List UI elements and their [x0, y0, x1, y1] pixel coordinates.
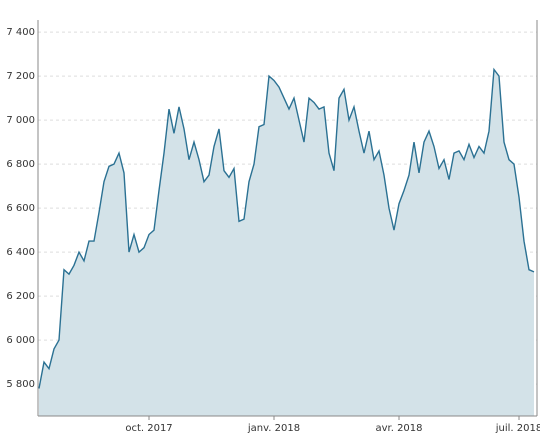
y-tick-label: 5 800: [6, 379, 35, 390]
y-tick-label: 7 200: [6, 71, 35, 82]
line: [38, 67, 535, 389]
area: [39, 69, 534, 416]
y-tick-label: 6 400: [6, 247, 35, 258]
y-tick-label: 6 000: [6, 335, 35, 346]
y-tick-label: 7 000: [6, 115, 35, 126]
y-tick-label: 6 600: [6, 203, 35, 214]
y-tick-label: 6 200: [6, 291, 35, 302]
y-tick-label: 7 400: [6, 27, 35, 38]
x-tick-label: juil. 2018: [495, 423, 540, 434]
x-tick-label: janv. 2018: [247, 423, 300, 434]
x-tick-label: avr. 2018: [375, 423, 422, 434]
x-tick-label: oct. 2017: [125, 423, 172, 434]
y-tick-label: 6 800: [6, 159, 35, 170]
